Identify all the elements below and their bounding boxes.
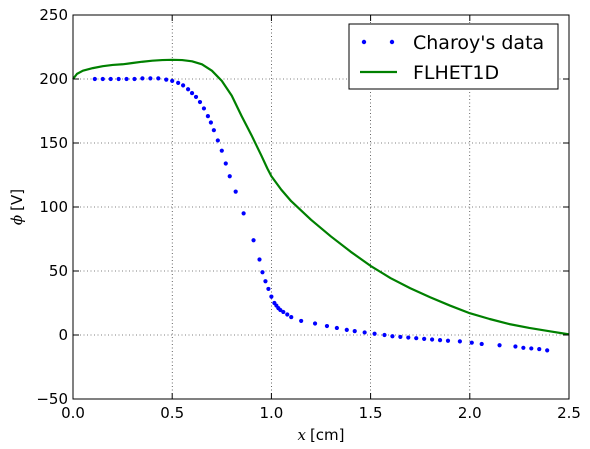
data-point-charoy: [390, 334, 395, 339]
data-point-charoy: [201, 106, 207, 111]
legend-label-charoy: Charoy's data: [413, 32, 544, 54]
data-point-charoy: [260, 270, 265, 275]
data-point-charoy: [181, 83, 186, 88]
data-point-charoy: [324, 323, 330, 329]
data-point-charoy: [241, 211, 246, 216]
y-axis-label: ϕ [V]: [8, 189, 26, 225]
data-point-charoy: [457, 339, 462, 344]
x-axis-unit: [cm]: [310, 426, 345, 444]
data-point-charoy: [362, 330, 367, 335]
data-point-charoy: [334, 325, 339, 331]
y-tick-label: 50: [49, 262, 68, 280]
data-point-charoy: [281, 309, 286, 315]
data-point-charoy: [263, 279, 268, 284]
series-line-flhet1d: [72, 58, 570, 336]
data-point-charoy: [469, 340, 474, 345]
data-point-charoy: [92, 76, 97, 82]
y-axis-variable: ϕ: [8, 215, 26, 225]
data-point-charoy: [445, 338, 451, 343]
x-tick-label: 1.0: [259, 404, 283, 422]
plot-area: [72, 58, 570, 353]
data-point-charoy: [156, 76, 161, 81]
y-tick-label: −50: [36, 390, 68, 408]
data-point-charoy: [513, 344, 518, 349]
data-point-charoy: [108, 76, 113, 82]
data-point-charoy: [479, 341, 484, 347]
data-point-charoy: [278, 307, 283, 313]
data-point-charoy: [497, 343, 502, 348]
data-point-charoy: [521, 345, 526, 350]
data-point-charoy: [422, 336, 427, 341]
axes: [72, 14, 570, 400]
y-tick-label: 0: [58, 326, 68, 344]
data-point-charoy: [205, 114, 211, 119]
data-point-charoy: [269, 294, 274, 299]
data-point-charoy: [266, 286, 271, 292]
y-tick-label: 150: [39, 134, 68, 152]
data-point-charoy: [132, 76, 137, 82]
data-point-charoy: [197, 99, 203, 105]
data-point-charoy: [406, 335, 411, 340]
data-point-charoy: [211, 128, 216, 133]
data-point-charoy: [545, 348, 550, 353]
y-tick-label: 200: [39, 70, 68, 88]
data-point-charoy: [227, 174, 232, 179]
data-point-charoy: [140, 76, 145, 81]
data-point-charoy: [215, 138, 220, 143]
data-point-charoy: [233, 189, 238, 194]
legend-box: [348, 23, 559, 90]
legend: Charoy's data FLHET1D: [348, 23, 559, 90]
data-point-charoy: [189, 90, 195, 96]
data-point-charoy: [382, 332, 387, 338]
data-point-charoy: [289, 314, 294, 320]
data-point-charoy: [285, 312, 290, 317]
data-point-charoy: [193, 94, 199, 100]
x-tick-label: 0.0: [61, 404, 85, 422]
x-tick-label: 0.5: [160, 404, 184, 422]
data-point-charoy: [100, 76, 105, 82]
tick-labels: 0.0 0.5 1.0 1.5 2.0 2.5 −50 0 50 100 150 200 250: [36, 6, 581, 422]
data-point-charoy: [148, 76, 153, 81]
data-point-charoy: [176, 80, 181, 85]
data-point-charoy: [537, 346, 542, 352]
data-point-charoy: [251, 238, 256, 243]
y-tick-label: 100: [39, 198, 68, 216]
data-point-charoy: [398, 334, 403, 340]
data-point-charoy: [219, 148, 224, 153]
x-axis-variable: x: [297, 426, 306, 444]
legend-marker-charoy: [389, 39, 395, 45]
data-point-charoy: [529, 346, 534, 351]
data-point-charoy: [430, 337, 435, 342]
x-axis-label: x [cm]: [297, 426, 344, 444]
data-point-charoy: [299, 318, 304, 324]
data-point-charoy: [312, 321, 318, 326]
data-point-charoy: [164, 77, 169, 82]
x-tick-label: 1.5: [359, 404, 383, 422]
data-point-charoy: [414, 336, 419, 341]
legend-label-flhet1d: FLHET1D: [413, 62, 499, 84]
data-point-charoy: [344, 327, 349, 332]
data-point-charoy: [208, 120, 213, 125]
x-tick-label: 2.0: [458, 404, 482, 422]
data-point-charoy: [437, 338, 443, 343]
data-point-charoy: [170, 78, 175, 84]
legend-marker-charoy: [361, 39, 367, 45]
data-point-charoy: [185, 87, 191, 92]
data-point-charoy: [257, 257, 262, 262]
data-point-charoy: [352, 329, 357, 334]
y-axis-unit: [V]: [8, 189, 26, 211]
data-point-charoy: [372, 331, 377, 336]
data-point-charoy: [223, 161, 228, 166]
data-point-charoy: [116, 76, 121, 82]
data-point-charoy: [124, 76, 129, 82]
y-tick-label: 250: [39, 6, 68, 24]
x-tick-label: 2.5: [557, 404, 581, 422]
